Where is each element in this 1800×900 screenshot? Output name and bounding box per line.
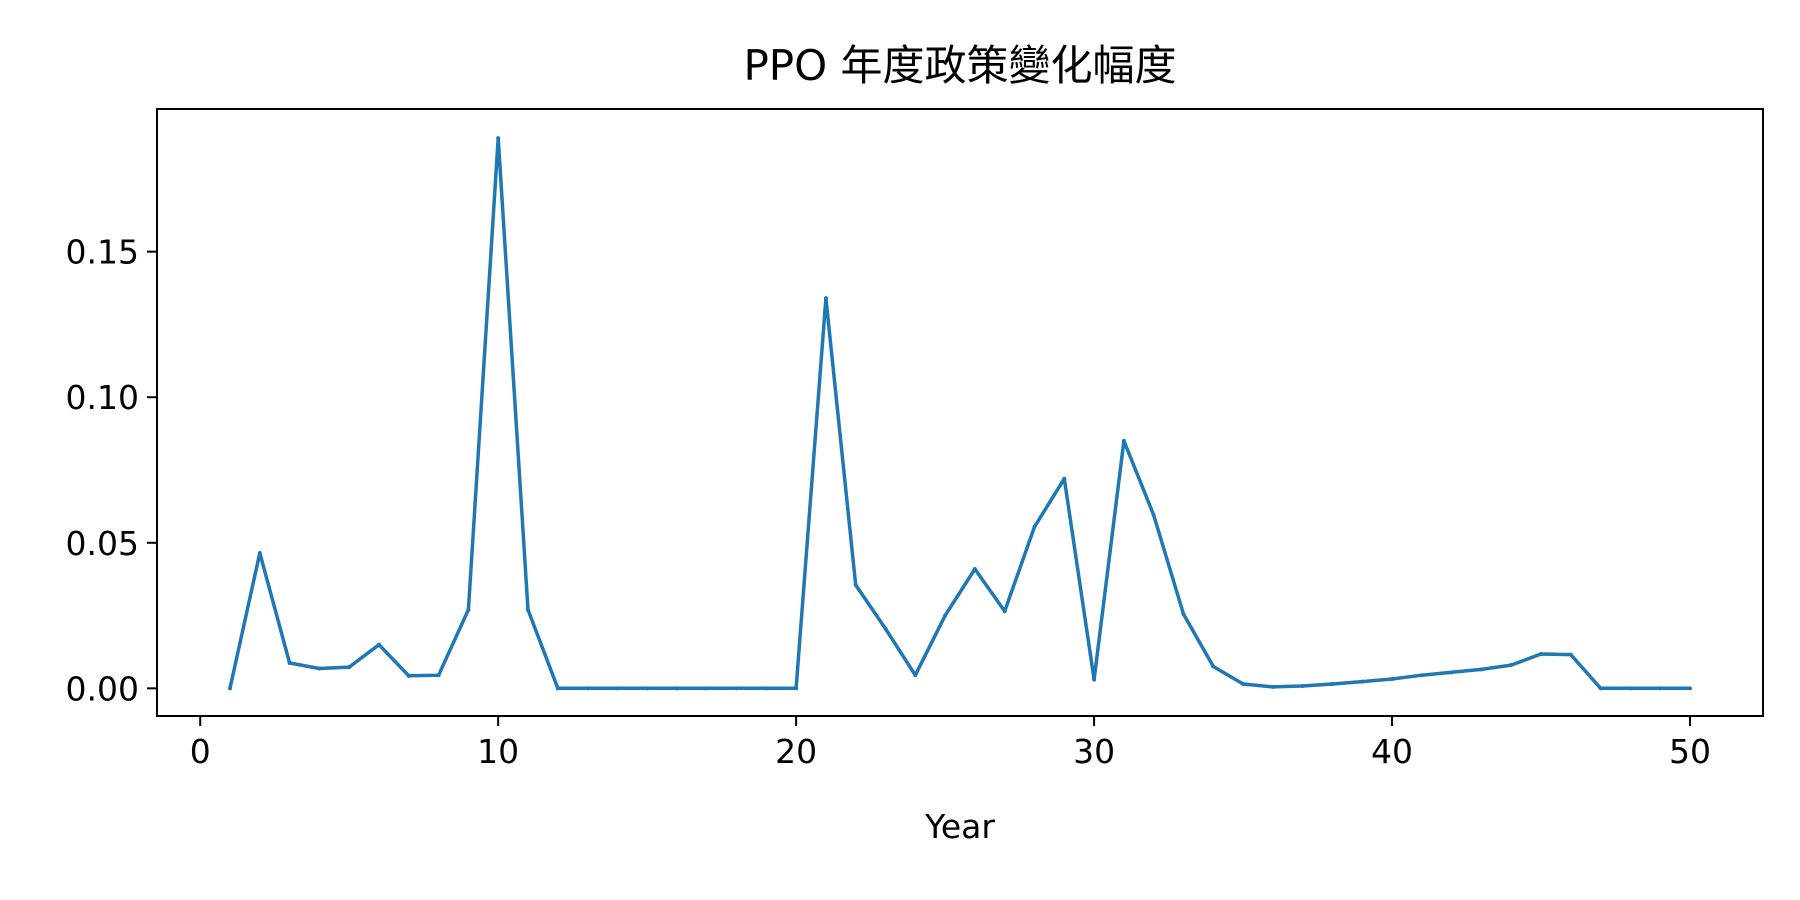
x-tick-label: 40: [1371, 732, 1413, 771]
data-point: [1419, 673, 1424, 678]
data-point: [853, 582, 858, 587]
data-point: [1002, 609, 1007, 614]
y-tick-label: 0.05: [66, 524, 139, 563]
y-tick-label: 0.15: [66, 233, 139, 272]
data-point: [794, 686, 799, 691]
data-point: [228, 686, 232, 691]
data-point: [1539, 651, 1544, 656]
data-point: [883, 626, 888, 631]
data-point: [1270, 684, 1275, 689]
data-point: [496, 136, 501, 141]
data-point: [1390, 677, 1395, 682]
data-point: [615, 686, 620, 691]
data-point: [1598, 686, 1603, 691]
y-tick-label: 0.10: [66, 378, 139, 417]
data-point: [257, 550, 262, 555]
data-point: [1062, 476, 1067, 481]
data-point: [1151, 513, 1156, 518]
data-point: [376, 642, 381, 647]
y-axis: 0.00 0.05 0.10 0.15: [66, 233, 157, 708]
data-point: [1658, 686, 1663, 691]
data-point: [1628, 686, 1633, 691]
data-point: [1211, 664, 1216, 669]
data-point: [1330, 681, 1335, 686]
x-tick-label: 20: [775, 732, 817, 771]
data-point: [1479, 667, 1484, 672]
data-point: [287, 661, 292, 666]
data-point: [1181, 612, 1186, 617]
data-point: [406, 673, 411, 678]
data-point: [1449, 670, 1454, 675]
data-point: [436, 673, 441, 678]
x-tick-label: 30: [1073, 732, 1115, 771]
x-tick-label: 0: [190, 732, 211, 771]
data-point: [972, 566, 977, 571]
data-point: [525, 607, 530, 612]
data-point: [347, 665, 352, 670]
data-point: [764, 686, 769, 691]
data-point: [1300, 684, 1305, 689]
data-point: [823, 296, 828, 301]
data-point: [1509, 663, 1514, 668]
data-point: [1568, 652, 1573, 657]
data-point: [943, 613, 948, 618]
data-point: [1032, 524, 1037, 529]
data-point: [555, 686, 560, 691]
series-line: [228, 136, 1690, 691]
chart-title: PPO 年度政策變化幅度: [743, 41, 1176, 90]
plot-frame: [156, 108, 1764, 717]
data-point: [466, 607, 471, 612]
data-point: [1360, 679, 1365, 684]
x-tick-label: 50: [1669, 732, 1711, 771]
data-point: [1121, 438, 1126, 443]
data-point: [645, 686, 650, 691]
data-point: [674, 686, 679, 691]
data-point: [704, 686, 709, 691]
data-point: [317, 666, 322, 671]
data-point: [585, 686, 590, 691]
x-axis-label: Year: [924, 807, 995, 846]
data-point: [913, 673, 918, 678]
y-tick-label: 0.00: [66, 669, 139, 708]
x-axis: 0 10 20 30 40 50: [190, 716, 1711, 771]
plot-area: 0 10 20 30 40 50 0.00 0.05 0.10 0.15: [66, 108, 1764, 771]
data-point: [734, 686, 739, 691]
data-point: [1241, 681, 1246, 686]
data-point: [1688, 686, 1692, 691]
data-point: [1092, 677, 1097, 682]
x-tick-label: 10: [477, 732, 519, 771]
